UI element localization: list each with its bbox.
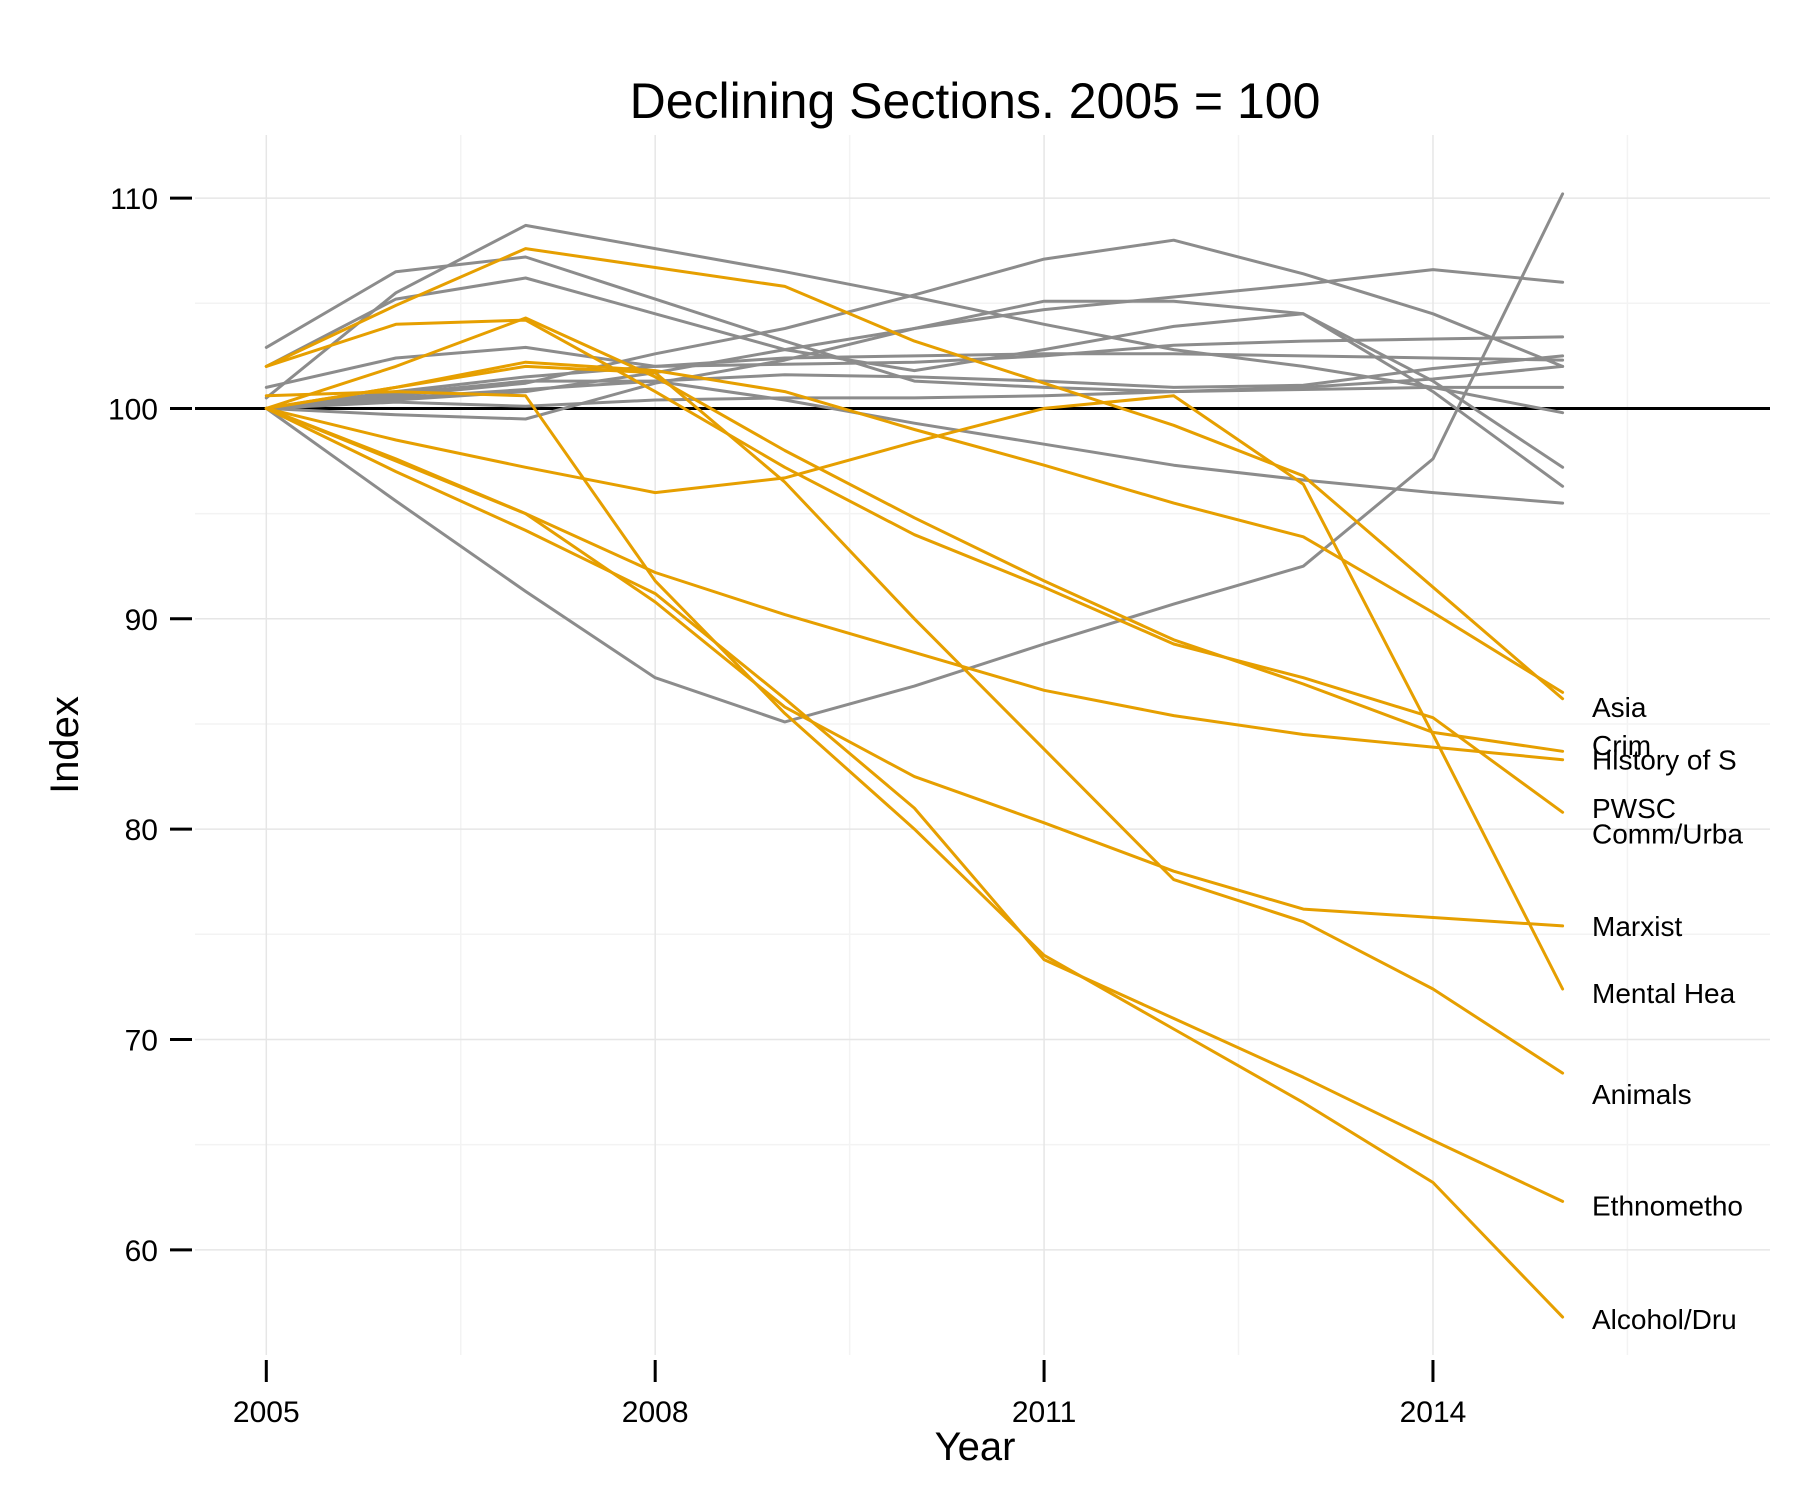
y-tick-label: 70: [125, 1024, 158, 1057]
end-label: Crim: [1592, 730, 1651, 761]
end-label: Ethnometho: [1592, 1191, 1743, 1222]
series-line-marxist: [264, 406, 1565, 928]
series-line-other: [264, 192, 1565, 724]
x-tick-label: 2008: [622, 1396, 689, 1429]
series-line-mental-hea: [264, 394, 1565, 991]
y-tick-label: 90: [125, 604, 158, 637]
x-tick-label: 2011: [1012, 1396, 1077, 1429]
end-label: Marxist: [1592, 911, 1682, 942]
series-line-crim: [264, 316, 1565, 753]
y-tick-label: 60: [125, 1235, 158, 1268]
chart-title: Declining Sections. 2005 = 100: [630, 73, 1321, 129]
end-label: PWSC: [1592, 793, 1676, 824]
y-tick-label: 80: [125, 814, 158, 847]
series-line-comm-urba: [264, 390, 1565, 1319]
series-line-other: [264, 238, 1565, 410]
end-label: Asia: [1592, 692, 1647, 723]
y-tick-label: 100: [108, 393, 158, 426]
series-line-asia: [264, 360, 1565, 694]
series-line-other: [264, 255, 1565, 394]
y-axis-title: Index: [43, 696, 87, 794]
series-line-other: [264, 276, 1565, 469]
series-line-other: [264, 354, 1565, 410]
series-line-other: [264, 379, 1565, 505]
x-tick-label: 2005: [233, 1396, 300, 1429]
series-lines: [264, 192, 1565, 1319]
series-line-pwsc: [264, 318, 1565, 814]
end-label: Animals: [1592, 1079, 1692, 1110]
y-axis: 60 70 80 90 100 110: [108, 183, 192, 1268]
x-tick-label: 2014: [1400, 1396, 1467, 1429]
series-line-other: [264, 223, 1565, 415]
series-line-other: [264, 335, 1565, 389]
series-line-other: [264, 385, 1565, 410]
series-line-ethnometho: [264, 406, 1565, 1203]
y-tick-label: 110: [110, 183, 158, 216]
x-axis: 2005 2008 2011 2014: [233, 1360, 1466, 1429]
x-axis-title: Year: [935, 1425, 1016, 1469]
end-label: Alcohol/Dru: [1592, 1304, 1737, 1335]
end-label: History of S: [1592, 745, 1737, 776]
series-line-alcohol-dru: [264, 364, 1565, 1075]
end-label: Comm/Urba: [1592, 818, 1743, 849]
series-line-animals: [264, 247, 1565, 701]
end-label: Mental Hea: [1592, 978, 1736, 1009]
series-line-other: [264, 352, 1565, 410]
